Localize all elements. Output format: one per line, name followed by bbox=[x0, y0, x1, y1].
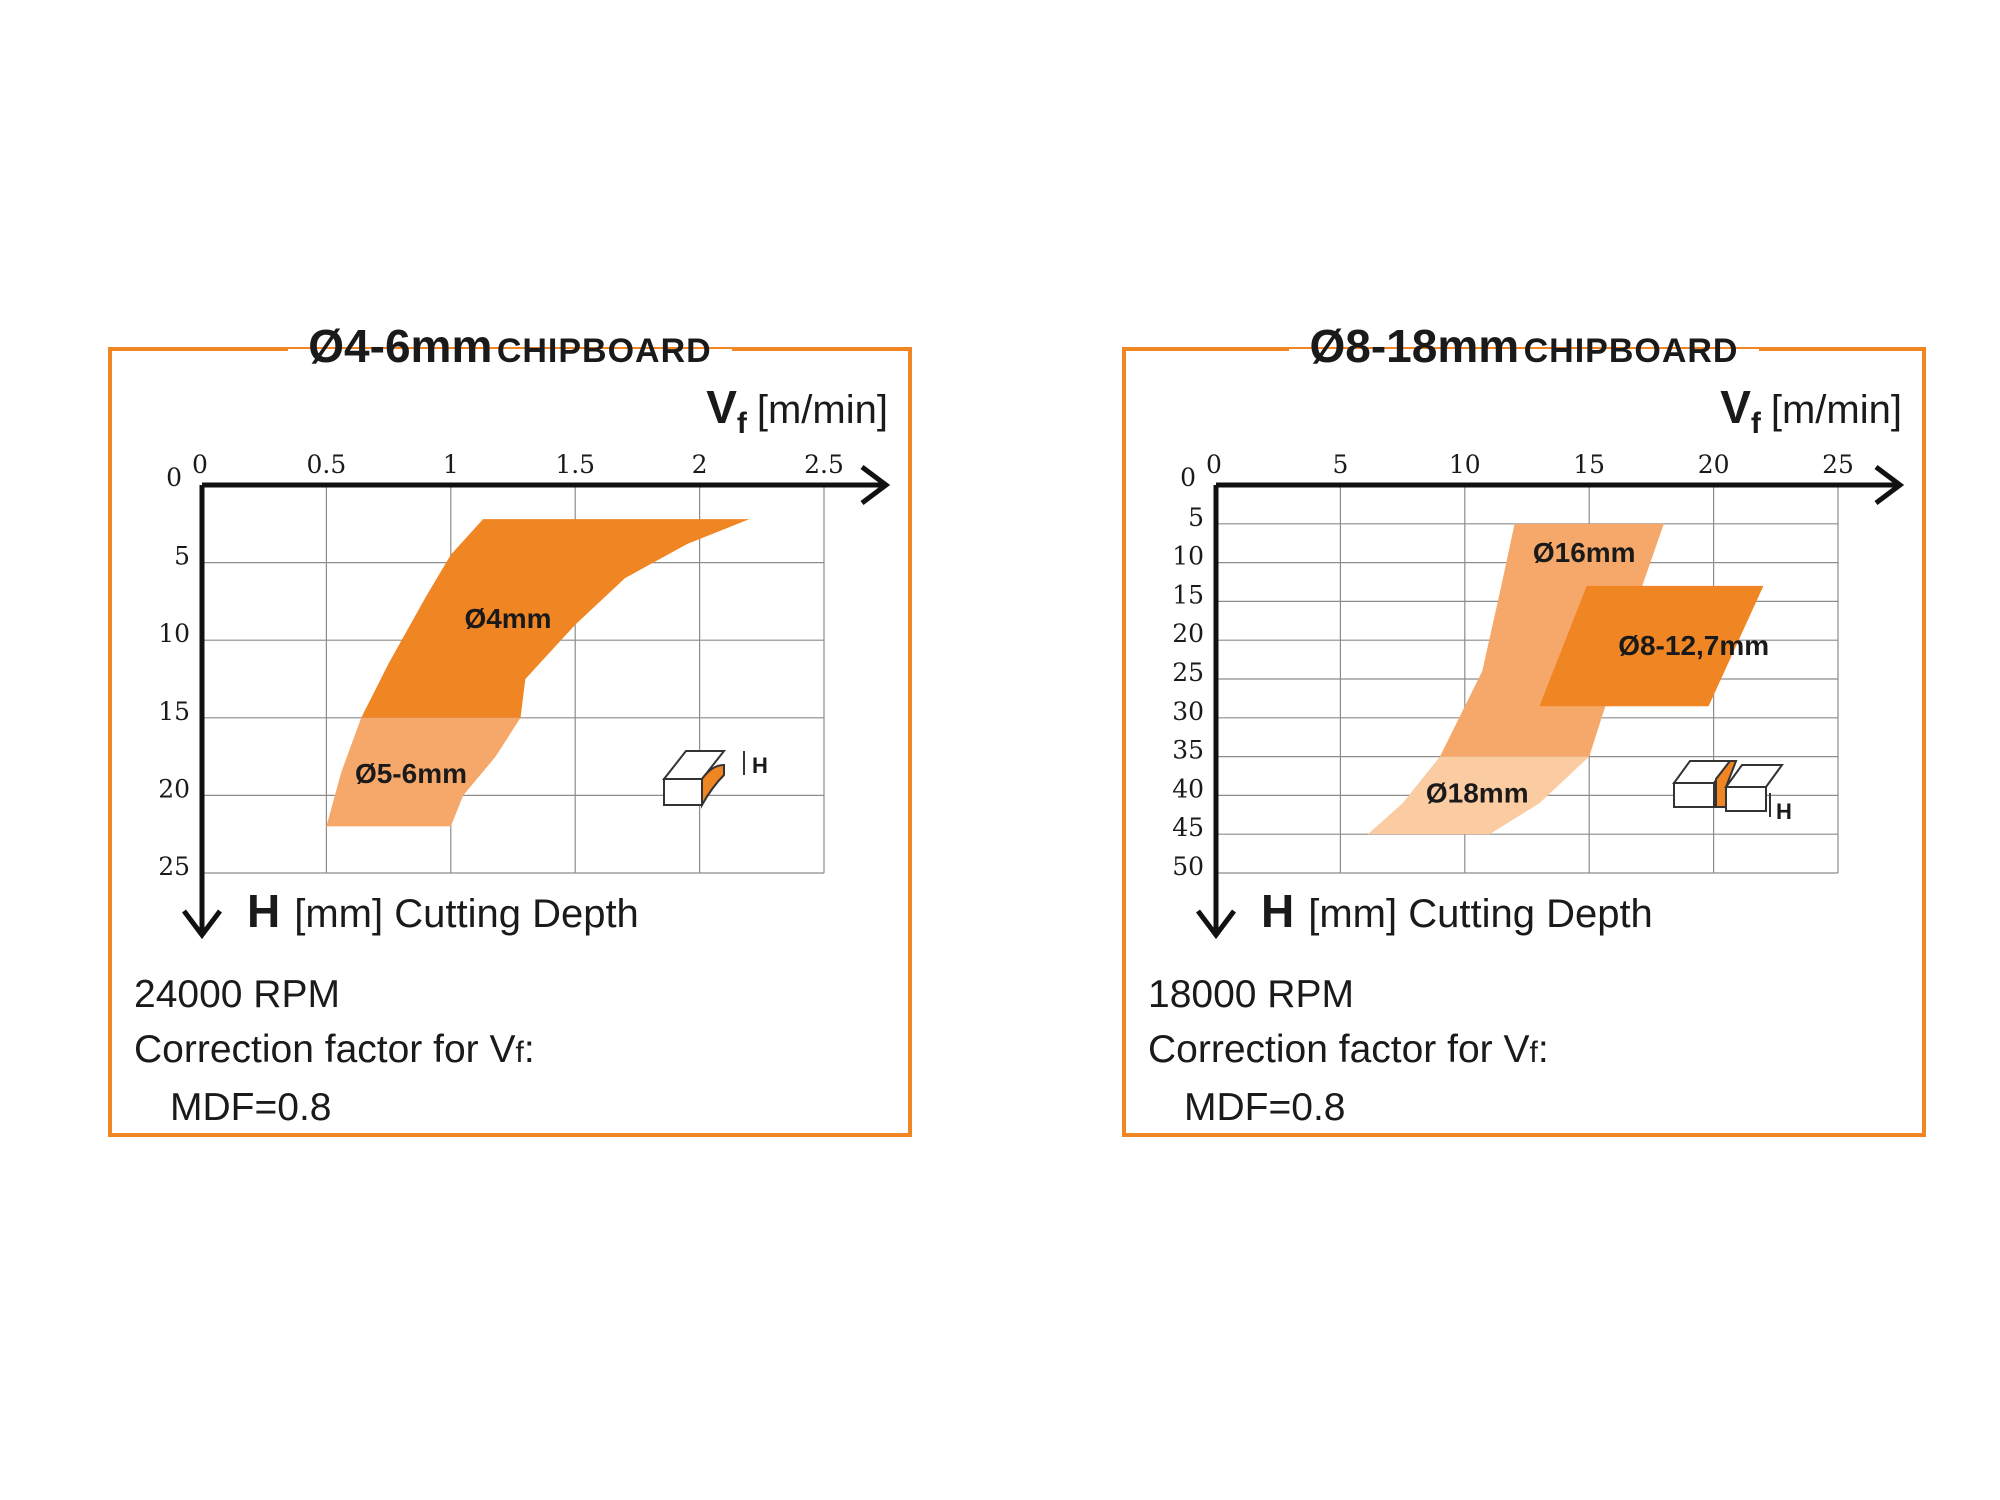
y-tick-label: 0 bbox=[1180, 463, 1196, 492]
y-tick-label: 45 bbox=[1172, 813, 1204, 842]
block-top-right bbox=[1724, 764, 1784, 788]
title-diameter: Ø4-6mm bbox=[308, 320, 493, 372]
y-tick-label: 15 bbox=[1172, 580, 1204, 609]
mdf-text: MDF=0.8 bbox=[170, 1086, 332, 1129]
x-axis-symbol: V bbox=[1720, 381, 1751, 433]
y-tick-label: 20 bbox=[158, 774, 190, 803]
x-tick-label: 0.5 bbox=[307, 450, 347, 479]
series-area bbox=[1367, 756, 1590, 835]
series-label: Ø8-12,7mm bbox=[1618, 630, 1769, 661]
y-tick-label: 5 bbox=[174, 542, 190, 571]
cutting-depth-icon: H bbox=[661, 750, 768, 809]
x-tick-label: 15 bbox=[1573, 450, 1605, 479]
x-tick-label: 1 bbox=[443, 450, 459, 479]
y-axis-symbol: H bbox=[247, 885, 280, 937]
series-area bbox=[1539, 585, 1764, 707]
x-tick-label: 2 bbox=[692, 450, 708, 479]
x-tick-label: 25 bbox=[1822, 450, 1854, 479]
y-tick-label: 40 bbox=[1172, 774, 1204, 803]
x-tick-label: 0 bbox=[1206, 450, 1222, 479]
y-tick-label: 20 bbox=[1172, 619, 1204, 648]
y-tick-label: 5 bbox=[1188, 503, 1204, 532]
correction-label: Correction factor for V bbox=[134, 1028, 516, 1071]
y-tick-label: 0 bbox=[166, 463, 182, 492]
y-axis-text: [mm] Cutting Depth bbox=[1308, 892, 1653, 936]
correction-sub: f bbox=[1529, 1036, 1538, 1069]
title-material: CHIPBOARD bbox=[1523, 332, 1739, 370]
correction-suffix: : bbox=[523, 1028, 535, 1071]
series-area bbox=[1439, 523, 1664, 757]
block-front-right bbox=[1725, 786, 1767, 812]
series-area bbox=[326, 717, 521, 827]
feed-rate-chart: Ø4mm Ø5-6mm 0 0.5 1 1.5 2 2.5 0 5 10 15 20 25 Vf [m/min… bbox=[158, 381, 891, 940]
correction-label: Correction factor for V bbox=[1148, 1028, 1530, 1071]
depth-marker-label: H bbox=[1776, 799, 1792, 824]
cut-groove bbox=[701, 763, 725, 809]
x-axis-subscript: f bbox=[737, 407, 748, 440]
block-front bbox=[663, 778, 703, 806]
chart-panel-left: Ø4-6mm CHIPBOARD Ø4mm Ø5-6mm 0 0.5 1 1.5 2 2.5 0… bbox=[108, 320, 912, 1137]
title-diameter: Ø8-18mm bbox=[1309, 320, 1520, 372]
panel-title: Ø8-18mm CHIPBOARD bbox=[1126, 319, 1922, 373]
y-axis-title: H [mm] Cutting Depth bbox=[1261, 885, 1653, 937]
x-tick-label: 2.5 bbox=[804, 450, 844, 479]
y-axis-title: H [mm] Cutting Depth bbox=[247, 885, 639, 937]
correction-text: Correction factor for Vf: bbox=[134, 1028, 535, 1071]
x-axis-title: Vf [m/min] bbox=[1720, 381, 1902, 440]
x-axis-arrow bbox=[860, 465, 891, 505]
depth-marker-label: H bbox=[752, 753, 768, 778]
y-tick-label: 25 bbox=[1172, 658, 1204, 687]
x-axis-unit: [m/min] bbox=[1771, 388, 1902, 432]
x-tick-label: 5 bbox=[1332, 450, 1348, 479]
x-axis-arrow bbox=[1874, 465, 1905, 505]
correction-sub: f bbox=[515, 1036, 524, 1069]
cutting-depth-icon: H bbox=[1672, 760, 1792, 824]
chart-panel-right: Ø8-18mm CHIPBOARD Ø16mm Ø8-12,7mm Ø18mm 0 5 1… bbox=[1122, 320, 1926, 1137]
title-material: CHIPBOARD bbox=[496, 332, 712, 370]
panel-title: Ø4-6mm CHIPBOARD bbox=[112, 319, 908, 373]
y-tick-label: 35 bbox=[1172, 736, 1204, 765]
y-axis-arrow bbox=[1196, 909, 1236, 940]
info-block: 18000 RPM Correction factor for Vf: MDF=… bbox=[1148, 967, 1549, 1135]
series-label: Ø18mm bbox=[1426, 778, 1529, 809]
series-label: Ø16mm bbox=[1533, 537, 1636, 568]
correction-suffix: : bbox=[1537, 1028, 1549, 1071]
series-label: Ø5-6mm bbox=[355, 758, 467, 789]
x-tick-label: 1.5 bbox=[555, 450, 595, 479]
series-area bbox=[361, 519, 750, 718]
x-axis-symbol: V bbox=[706, 381, 737, 433]
y-tick-label: 10 bbox=[1172, 542, 1204, 571]
y-axis-text: [mm] Cutting Depth bbox=[294, 892, 639, 936]
rpm-text: 24000 RPM bbox=[134, 973, 340, 1016]
x-tick-label: 0 bbox=[192, 450, 208, 479]
x-axis-title: Vf [m/min] bbox=[706, 381, 888, 440]
block-front-left bbox=[1673, 782, 1715, 808]
y-tick-label: 15 bbox=[158, 697, 190, 726]
y-tick-label: 10 bbox=[158, 619, 190, 648]
y-tick-label: 30 bbox=[1172, 697, 1204, 726]
y-tick-label: 50 bbox=[1172, 852, 1204, 881]
x-tick-label: 10 bbox=[1449, 450, 1481, 479]
correction-text: Correction factor for Vf: bbox=[1148, 1028, 1549, 1071]
x-axis-subscript: f bbox=[1751, 407, 1762, 440]
y-tick-label: 25 bbox=[158, 852, 190, 881]
x-axis-unit: [m/min] bbox=[757, 388, 888, 432]
info-block: 24000 RPM Correction factor for Vf: MDF=… bbox=[134, 967, 535, 1135]
rpm-text: 18000 RPM bbox=[1148, 973, 1354, 1016]
x-tick-label: 20 bbox=[1698, 450, 1730, 479]
series-label: Ø4mm bbox=[464, 603, 551, 634]
y-axis-arrow bbox=[182, 909, 222, 940]
mdf-text: MDF=0.8 bbox=[1184, 1086, 1346, 1129]
y-axis-symbol: H bbox=[1261, 885, 1294, 937]
